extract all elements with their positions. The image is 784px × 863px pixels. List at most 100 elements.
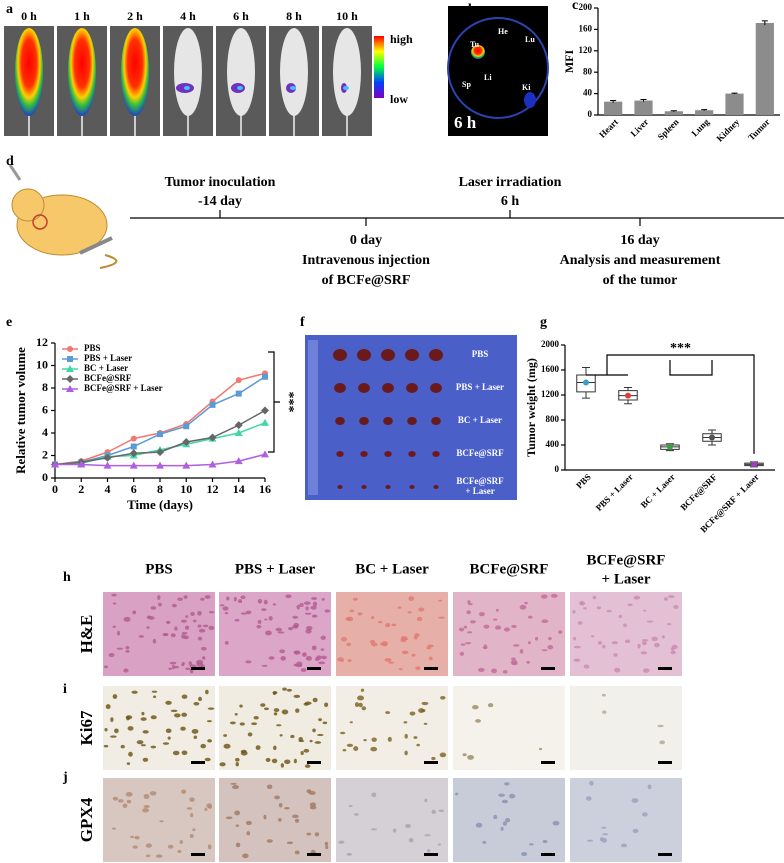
cell: [671, 644, 678, 650]
cell: [354, 813, 359, 816]
tumor-signal: [471, 45, 485, 59]
y-tick-label: 200: [579, 2, 593, 12]
cell: [168, 667, 173, 670]
cell: [558, 630, 563, 634]
cell: [631, 798, 639, 803]
cell: [140, 744, 146, 747]
cell: [654, 642, 660, 648]
cell: [181, 712, 188, 717]
cell: [130, 835, 135, 839]
cell: [292, 615, 299, 619]
cell: [324, 702, 329, 708]
scale-bar: [191, 667, 205, 670]
cell: [465, 641, 472, 645]
cell: [111, 827, 117, 830]
scale-bar: [191, 761, 205, 764]
cell: [577, 621, 583, 625]
cell: [354, 702, 359, 708]
cell: [338, 840, 345, 844]
cell: [304, 701, 312, 705]
tumor: [334, 383, 346, 393]
cell: [391, 623, 397, 627]
cell: [643, 668, 650, 673]
cell: [493, 814, 498, 820]
cell: [223, 734, 228, 737]
label-line: PBS: [145, 561, 173, 577]
cell: [312, 601, 318, 607]
cell: [492, 618, 498, 621]
legend-marker: [66, 365, 74, 372]
cell: [204, 595, 211, 599]
significance-bracket: [268, 351, 280, 453]
cell: [346, 852, 352, 856]
cell: [172, 750, 180, 756]
cell: [142, 730, 149, 734]
cell: [416, 616, 423, 622]
cell: [152, 638, 157, 644]
tumor: [333, 349, 347, 361]
cell: [318, 718, 322, 722]
cell: [198, 628, 206, 633]
cell: [547, 644, 554, 650]
cell: [112, 602, 117, 605]
row-label: H&E: [77, 615, 96, 654]
x-tick-label: 2: [78, 482, 84, 496]
tumor: [433, 485, 439, 489]
cell: [294, 818, 300, 823]
cell: [632, 828, 639, 834]
cell: [667, 595, 675, 598]
cell: [235, 824, 240, 827]
cell: [145, 843, 152, 848]
panel-label: c: [572, 0, 578, 13]
x-tick-label: Tumor: [746, 117, 772, 143]
cell: [295, 664, 303, 668]
colorbar: [374, 36, 384, 98]
cell: [224, 612, 229, 615]
cell: [165, 728, 172, 734]
cell: [127, 726, 134, 731]
bar: [755, 22, 774, 116]
cell: [152, 695, 157, 699]
cell: [541, 649, 548, 652]
x-tick-label: Spleen: [656, 117, 681, 142]
y-tick-label: 2: [42, 447, 48, 461]
y-tick-label: 0: [555, 464, 560, 474]
cell: [132, 610, 137, 615]
axes: [597, 8, 780, 116]
cell: [232, 785, 239, 790]
cell: [224, 640, 229, 645]
time-label: 4 h: [180, 9, 196, 23]
label-line: Laser irradiation: [459, 175, 562, 190]
cell: [181, 631, 188, 635]
cell: [424, 834, 431, 837]
cell: [171, 664, 176, 670]
cell: [222, 606, 229, 611]
cell: [116, 647, 124, 650]
scale-bar: [191, 853, 205, 856]
cell: [197, 611, 202, 616]
cell: [180, 619, 187, 623]
cell: [126, 762, 131, 765]
cell: [414, 633, 420, 638]
cell: [141, 711, 145, 716]
organ-label: Li: [484, 73, 492, 82]
marker: [103, 453, 112, 462]
cell: [265, 757, 271, 763]
cell: [279, 649, 285, 654]
tumor: [337, 485, 343, 489]
cell: [188, 661, 192, 666]
cell: [388, 661, 395, 664]
cell: [409, 711, 416, 716]
tumor: [357, 349, 371, 361]
cell: [475, 822, 483, 828]
cell: [460, 643, 466, 646]
scale-bar: [307, 853, 321, 856]
tumor: [432, 451, 440, 457]
cell: [239, 722, 245, 726]
cell: [257, 619, 262, 624]
cell: [534, 636, 539, 641]
label-line: Intravenous injection: [302, 253, 430, 268]
cell: [186, 807, 193, 810]
cell: [281, 709, 289, 715]
cell: [132, 845, 138, 849]
